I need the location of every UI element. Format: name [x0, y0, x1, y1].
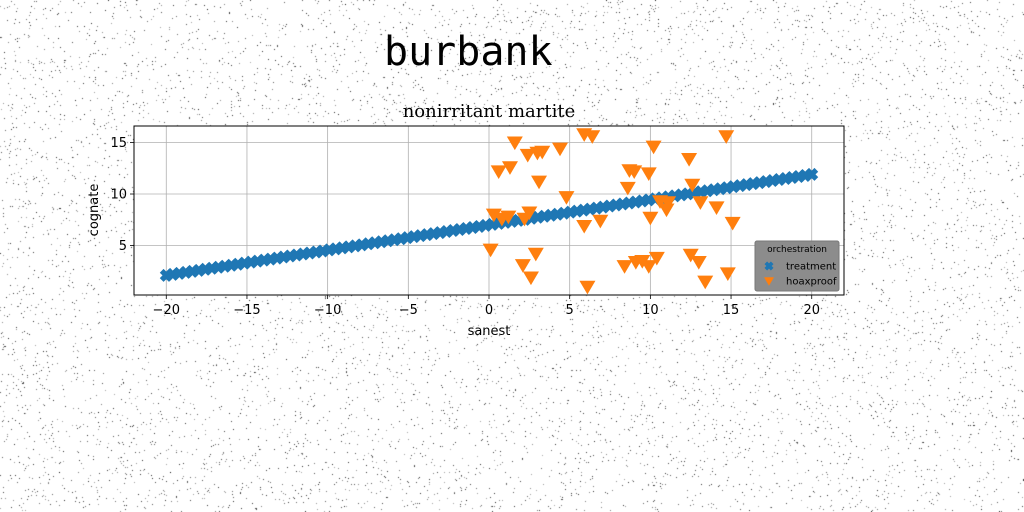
- x-tick-label: 5: [566, 303, 574, 318]
- hoaxproof-point: [718, 130, 735, 144]
- legend-title: orchestration: [767, 245, 827, 255]
- legend-marker-hoaxproof: [764, 277, 774, 286]
- hoaxproof-point: [616, 260, 633, 274]
- hoaxproof-point: [558, 191, 575, 205]
- hoaxproof-point: [522, 271, 539, 286]
- y-axis: 5 10 15: [110, 136, 134, 254]
- data-marks: [159, 128, 819, 295]
- hoaxproof-point: [708, 201, 725, 216]
- hoaxproof-point: [697, 275, 714, 290]
- y-tick-label: 10: [110, 188, 127, 203]
- hoaxproof-point: [658, 203, 675, 218]
- hoaxproof-point: [724, 216, 741, 231]
- x-tick-label: 0: [485, 303, 493, 318]
- legend-label-hoaxproof: hoaxproof: [786, 277, 837, 288]
- y-tick-label: 5: [119, 239, 127, 254]
- hoaxproof-point: [579, 280, 596, 295]
- x-tick-label: −15: [233, 303, 260, 318]
- hoaxproof-point: [501, 161, 518, 175]
- x-tick-label: −20: [153, 303, 180, 318]
- hoaxproof-point: [681, 152, 698, 167]
- hoaxproof-point: [682, 248, 699, 263]
- hoaxproof-point: [552, 142, 568, 157]
- x-tick-label: 15: [723, 303, 740, 318]
- hoaxproof-point: [519, 148, 536, 163]
- hoaxproof-point: [626, 165, 643, 179]
- hoaxproof-point: [640, 260, 657, 274]
- hoaxproof-point: [490, 165, 507, 179]
- hoaxproof-point: [485, 208, 502, 223]
- hoaxproof-point: [506, 136, 523, 151]
- hoaxproof-point: [645, 140, 662, 155]
- hoaxproof-point: [642, 211, 659, 226]
- chart-title: nonirritant martite: [403, 101, 576, 122]
- hoaxproof-point: [619, 181, 636, 196]
- hoaxproof-point: [719, 267, 736, 281]
- legend: orchestration treatment hoaxproof: [754, 240, 840, 292]
- hoaxproof-point: [514, 259, 531, 273]
- x-axis: −20 −15 −10 −5 0 5 10 15 20: [153, 295, 820, 318]
- hoaxproof-point: [592, 214, 609, 229]
- hoaxproof-point: [690, 256, 707, 270]
- legend-frame: [754, 240, 840, 292]
- figure-title: burbank: [384, 29, 553, 75]
- legend-label-treatment: treatment: [786, 262, 836, 273]
- hoaxproof-point: [576, 219, 593, 234]
- treatment-point: [805, 167, 819, 181]
- x-tick-label: 20: [803, 303, 820, 318]
- x-tick-label: −10: [314, 303, 341, 318]
- x-tick-label: 10: [642, 303, 659, 318]
- hoaxproof-point: [584, 130, 601, 144]
- hoaxproof-point: [534, 145, 551, 160]
- y-axis-label: cognate: [87, 184, 102, 237]
- hoaxproof-point: [640, 167, 657, 182]
- hoaxproof-point: [521, 206, 538, 221]
- legend-marker-treatment: [764, 261, 774, 271]
- x-axis-label: sanest: [468, 324, 511, 339]
- hoaxproof-point: [660, 196, 677, 210]
- hoaxproof-point: [500, 210, 517, 225]
- hoaxproof-point: [531, 175, 548, 190]
- hoaxproof-point: [482, 243, 499, 258]
- y-tick-label: 15: [110, 136, 127, 151]
- hoaxproof-point: [648, 251, 665, 266]
- hoaxproof-point: [692, 196, 709, 210]
- x-tick-label: −5: [399, 303, 418, 318]
- plot-area: [133, 125, 845, 296]
- hoaxproof-point: [527, 247, 544, 262]
- hoaxproof-point: [684, 178, 701, 193]
